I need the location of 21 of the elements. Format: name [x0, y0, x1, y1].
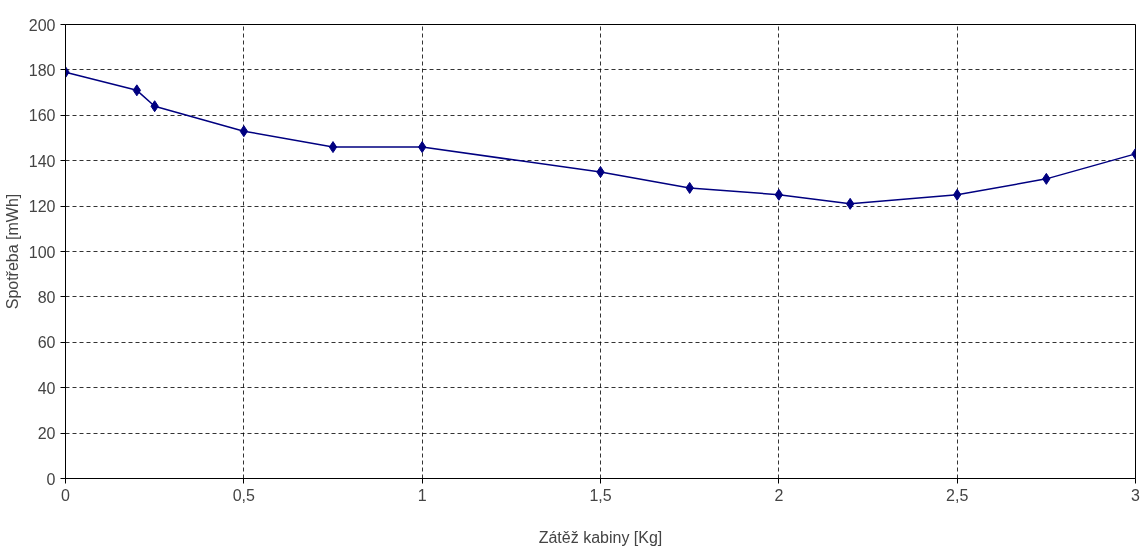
y-tick-label: 120	[28, 198, 56, 216]
y-tick-label: 180	[28, 61, 56, 79]
x-tick-label: 0	[61, 486, 71, 504]
y-axis-title: Spotřeba [mWh]	[3, 193, 21, 310]
y-tick-label: 40	[37, 379, 56, 397]
x-tick-label: 1,5	[589, 486, 612, 504]
x-axis-title: Zátěž kabiny [Kg]	[538, 528, 663, 546]
y-tick-label: 60	[37, 334, 56, 352]
y-tick-label: 0	[46, 470, 56, 488]
y-tick-label: 200	[28, 16, 56, 34]
x-tick-label: 3	[1131, 486, 1141, 504]
y-tick-label: 160	[28, 107, 56, 125]
point	[328, 141, 338, 154]
y-tick-label: 20	[37, 425, 56, 443]
y-tick-label: 100	[28, 243, 56, 261]
y-tick-label: 80	[37, 288, 56, 306]
y-tick-label: 140	[28, 152, 56, 170]
x-tick-label: 2,5	[946, 486, 969, 504]
x-tick-label: 1	[417, 486, 427, 504]
x-tick-label: 2	[774, 486, 784, 504]
x-tick-label: 0,5	[232, 486, 256, 504]
